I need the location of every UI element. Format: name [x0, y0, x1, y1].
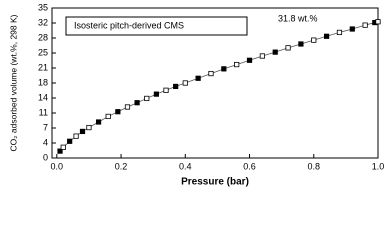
- y-tick-label: 32: [38, 17, 48, 27]
- data-point: [67, 138, 73, 144]
- data-point: [259, 53, 265, 59]
- data-point: [208, 70, 214, 77]
- data-point: [195, 75, 201, 81]
- y-tick-label: 35: [38, 2, 48, 12]
- data-point: [115, 109, 121, 115]
- data-point: [86, 124, 92, 131]
- x-tick-label: 0.8: [308, 161, 321, 171]
- data-point: [311, 37, 317, 43]
- data-point: [79, 128, 86, 135]
- y-tick-label: 28: [38, 32, 48, 42]
- data-point: [124, 104, 131, 110]
- x-tick-label: 0.4: [179, 161, 192, 171]
- data-point: [153, 91, 159, 97]
- data-point: [272, 49, 278, 55]
- y-tick-label: 18: [38, 77, 48, 87]
- data-point: [182, 80, 188, 86]
- data-point: [105, 113, 111, 120]
- chart: Isosteric pitch-derived CMS 31.8 wt.% Pr…: [8, 2, 385, 188]
- data-point: [173, 83, 179, 90]
- fit-line: [59, 21, 379, 152]
- x-tick-label: 0.2: [115, 161, 128, 171]
- data-point: [144, 95, 150, 102]
- y-tick-label: 25: [38, 47, 48, 57]
- x-tick-label: 1.0: [372, 161, 385, 171]
- data-point: [324, 33, 330, 39]
- x-axis-label: Pressure (bar): [181, 177, 249, 188]
- annotation: 31.8 wt.%: [278, 13, 318, 23]
- y-axis-label: CO₂ adsorbed volume (wt.%, 298 K): [8, 14, 18, 151]
- data-point: [134, 100, 140, 106]
- data-point: [221, 66, 227, 72]
- legend-text: Isosteric pitch-derived CMS: [74, 20, 184, 30]
- data-point: [57, 148, 63, 154]
- data-point: [234, 61, 240, 68]
- legend-box: [65, 16, 248, 36]
- data-point: [349, 26, 355, 32]
- y-tick-label: 0: [43, 152, 48, 162]
- data-point: [95, 119, 102, 125]
- data-point: [362, 22, 368, 28]
- y-tick-label: 4: [43, 137, 48, 147]
- data-point: [73, 133, 79, 139]
- data-point: [298, 41, 304, 47]
- y-tick-label: 14: [38, 92, 48, 102]
- y-tick-label: 21: [38, 62, 48, 72]
- x-tick-label: 0.0: [51, 161, 64, 171]
- data-point: [336, 29, 343, 36]
- data-point: [375, 19, 381, 25]
- data-point: [163, 87, 169, 93]
- x-tick-label: 0.6: [243, 161, 256, 171]
- data-point: [60, 144, 66, 150]
- y-tick-label: 11: [39, 107, 48, 117]
- data-point: [246, 57, 253, 63]
- y-tick-label: 7: [43, 122, 48, 132]
- data-point: [285, 45, 291, 51]
